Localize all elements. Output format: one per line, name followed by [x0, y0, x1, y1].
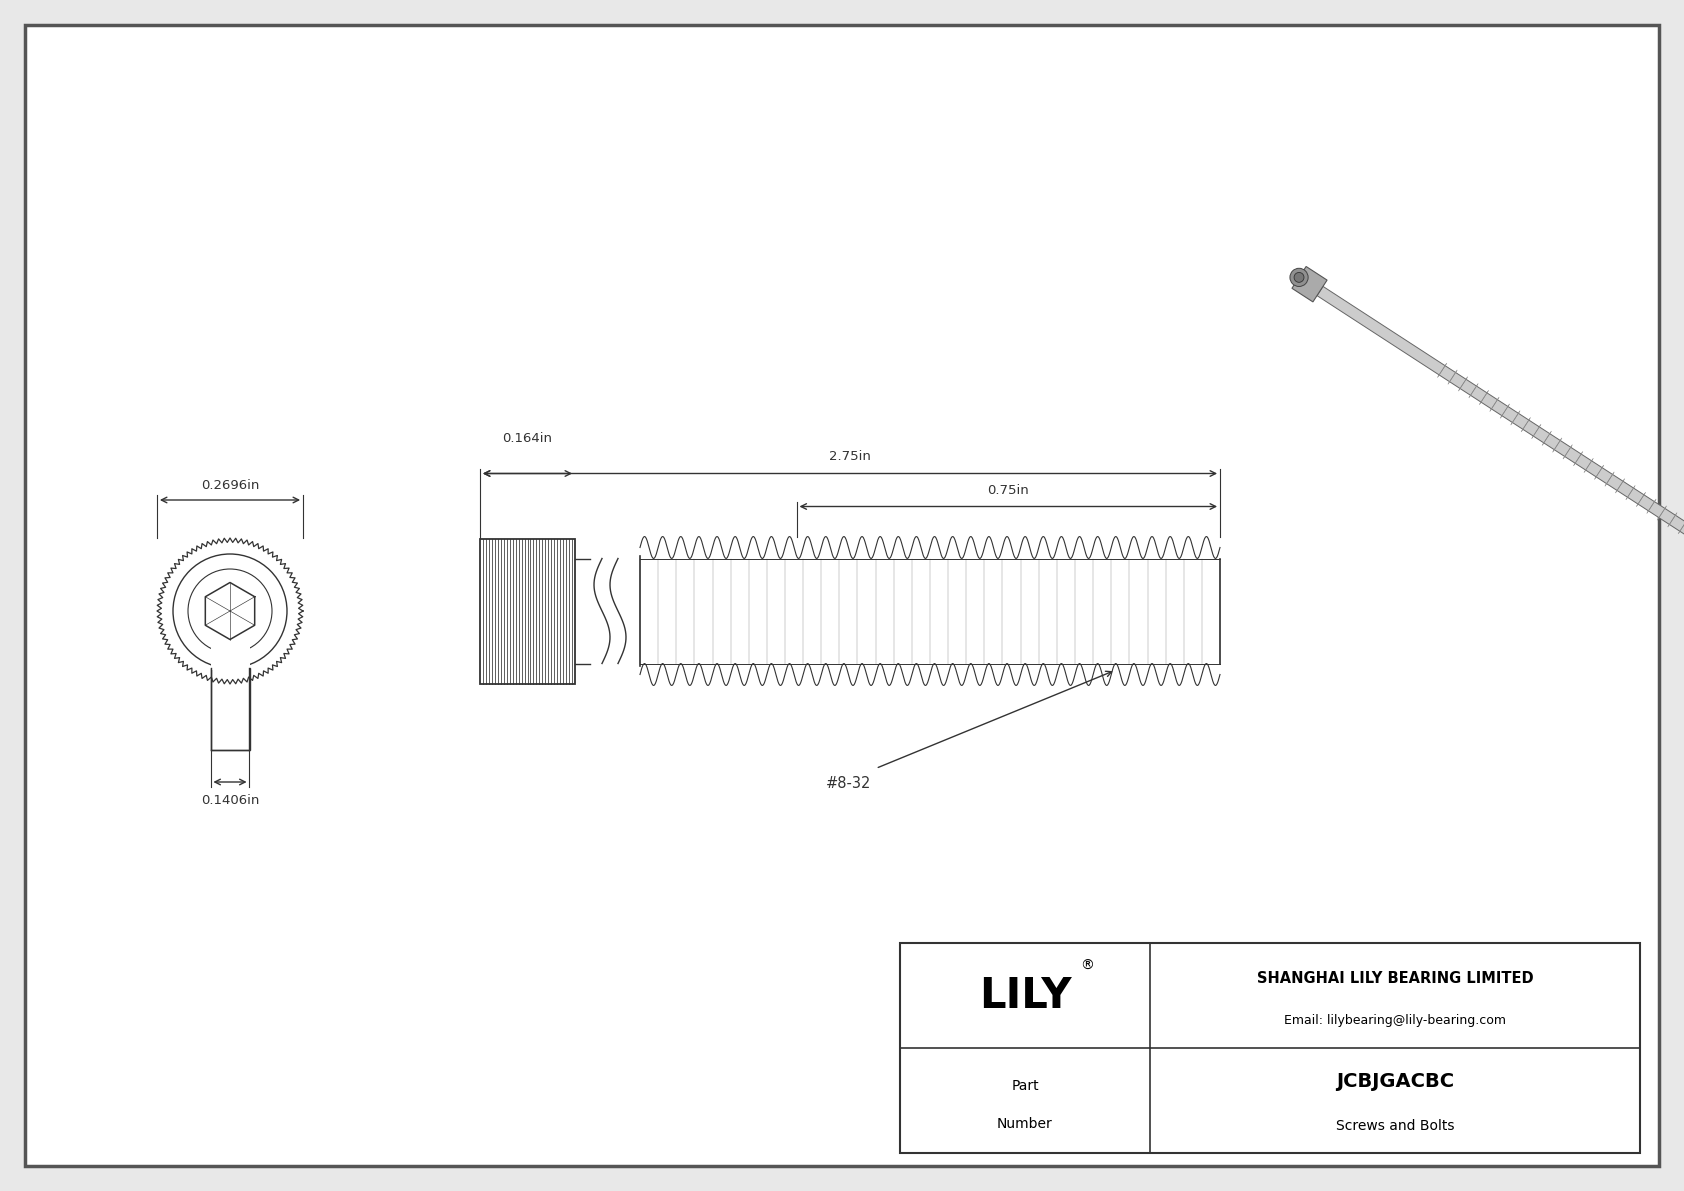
Text: SHANGHAI LILY BEARING LIMITED: SHANGHAI LILY BEARING LIMITED	[1256, 971, 1534, 986]
Bar	[210, 646, 249, 671]
Bar	[899, 943, 1640, 1153]
Text: 0.2696in: 0.2696in	[200, 479, 259, 492]
Bar	[480, 538, 574, 684]
Text: ®: ®	[1079, 959, 1095, 973]
Text: Number: Number	[997, 1117, 1052, 1130]
Text: LILY: LILY	[978, 974, 1071, 1016]
Text: 2.75in: 2.75in	[829, 450, 871, 463]
Text: Email: lilybearing@lily-bearing.com: Email: lilybearing@lily-bearing.com	[1283, 1015, 1505, 1027]
Polygon shape	[1292, 267, 1327, 301]
Text: 0.75in: 0.75in	[987, 484, 1029, 497]
Text: Screws and Bolts: Screws and Bolts	[1335, 1118, 1455, 1133]
Bar	[210, 668, 249, 750]
Circle shape	[1290, 268, 1308, 287]
Text: 0.164in: 0.164in	[502, 432, 552, 445]
Text: JCBJGACBC: JCBJGACBC	[1335, 1072, 1453, 1091]
Text: 0.1406in: 0.1406in	[200, 794, 259, 807]
Text: Part: Part	[1010, 1079, 1039, 1093]
Polygon shape	[1317, 286, 1684, 579]
Text: #8-32: #8-32	[825, 777, 871, 791]
Circle shape	[1293, 273, 1303, 282]
